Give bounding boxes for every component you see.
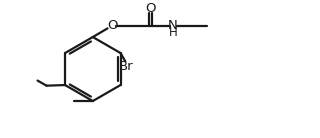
Text: O: O (145, 2, 156, 15)
Text: O: O (107, 19, 117, 32)
Text: N: N (168, 19, 178, 32)
Text: H: H (168, 26, 177, 39)
Text: Br: Br (119, 60, 133, 73)
